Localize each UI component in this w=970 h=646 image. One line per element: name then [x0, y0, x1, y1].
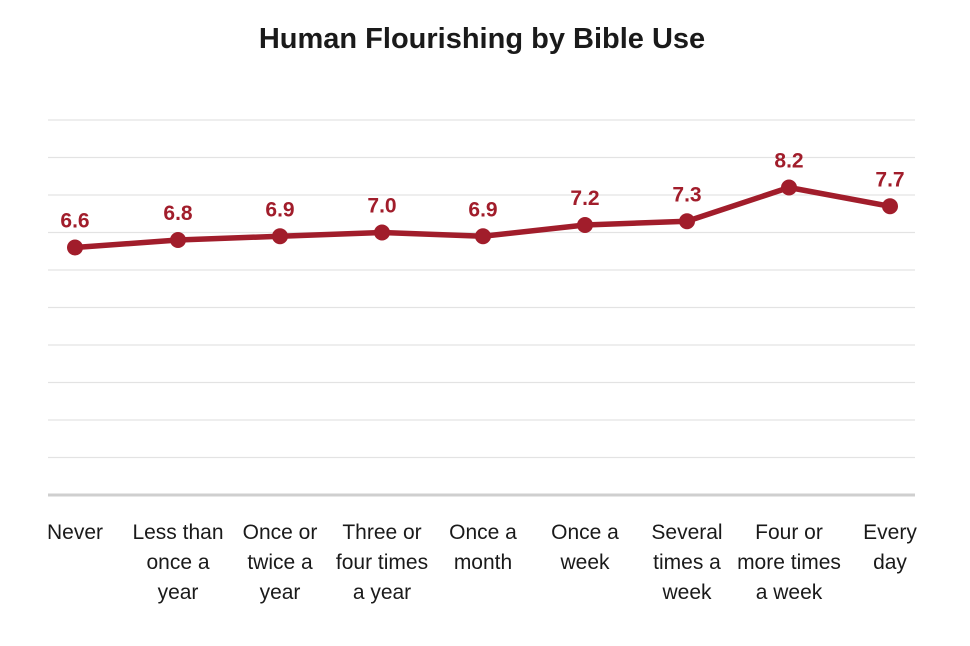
x-tick-label: Three or four times a year — [336, 521, 428, 604]
x-tick-label: Every day — [863, 521, 917, 574]
x-tick-label: Four or more times a week — [737, 521, 841, 604]
data-label: 6.9 — [468, 198, 497, 221]
gridlines — [48, 119, 915, 497]
x-tick-label: Once a week — [551, 521, 619, 574]
data-label: 7.3 — [672, 183, 701, 206]
data-labels: 6.6 6.8 6.9 7.0 6.9 7.2 7.3 8.2 7.7 — [60, 150, 904, 233]
data-label: 7.7 — [875, 168, 904, 191]
data-point — [882, 198, 898, 215]
x-tick-label: Once a month — [449, 521, 517, 574]
data-label: 7.0 — [367, 195, 396, 218]
data-point — [475, 228, 491, 245]
data-label: 8.2 — [774, 150, 803, 173]
chart-title: Human Flourishing by Bible Use — [259, 23, 705, 55]
x-tick-label: Once or twice a year — [243, 521, 318, 604]
x-tick-label: Less than once a year — [132, 521, 223, 604]
data-label: 6.6 — [60, 210, 89, 233]
data-label: 7.2 — [570, 187, 599, 210]
x-tick-label: Several times a week — [651, 521, 722, 604]
data-points — [67, 179, 898, 256]
data-point — [67, 239, 83, 256]
data-label: 6.8 — [163, 202, 193, 225]
data-point — [374, 224, 390, 241]
x-axis-ticks: Never Less than once a year Once or twice a ye… — [47, 521, 917, 604]
data-point — [781, 179, 797, 196]
data-label: 6.9 — [265, 198, 294, 221]
data-point — [272, 228, 288, 245]
data-point — [170, 232, 186, 248]
x-tick-label: Never — [47, 521, 103, 544]
data-point — [679, 213, 695, 230]
data-point — [577, 217, 593, 233]
